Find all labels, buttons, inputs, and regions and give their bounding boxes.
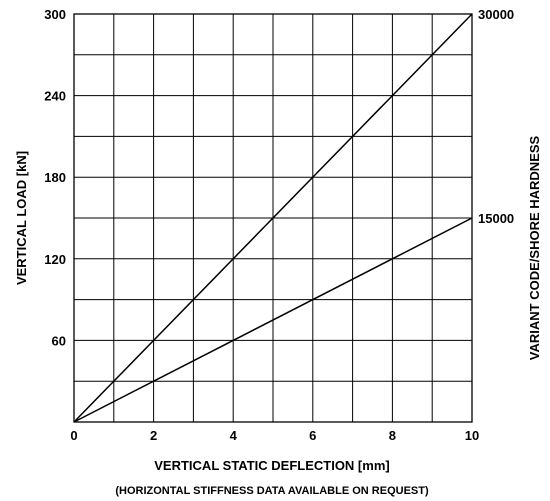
x-tick-label: 8 xyxy=(389,428,396,443)
series-layer xyxy=(73,13,473,423)
y-tick-label: 180 xyxy=(44,170,66,185)
y2-axis-title: VARIANT CODE/SHORE HARDNESS xyxy=(527,135,542,360)
series-end-label-1: 30000 xyxy=(478,7,514,22)
y-axis-title: VERTICAL LOAD [kN] xyxy=(14,151,29,285)
x-tick-label: 0 xyxy=(70,428,77,443)
y-tick-labels: 60 120 180 240 300 xyxy=(44,7,66,348)
series-line-2 xyxy=(73,217,473,423)
series-line-1 xyxy=(73,13,473,423)
y-tick-label: 300 xyxy=(44,7,66,22)
x-axis-note: (HORIZONTAL STIFFNESS DATA AVAILABLE ON … xyxy=(115,485,429,497)
x-tick-label: 6 xyxy=(309,428,316,443)
y-tick-label: 120 xyxy=(44,252,66,267)
x-tick-label: 10 xyxy=(465,428,479,443)
series-end-label-2: 15000 xyxy=(478,211,514,226)
x-tick-label: 4 xyxy=(230,428,238,443)
x-tick-labels: 0 2 4 6 8 10 xyxy=(70,428,479,443)
x-axis-title: VERTICAL STATIC DEFLECTION [mm] xyxy=(154,458,389,473)
y-tick-label: 60 xyxy=(52,333,66,348)
series-end-labels: 30000 15000 xyxy=(478,7,514,226)
x-tick-label: 2 xyxy=(150,428,157,443)
y-tick-label: 240 xyxy=(44,89,66,104)
